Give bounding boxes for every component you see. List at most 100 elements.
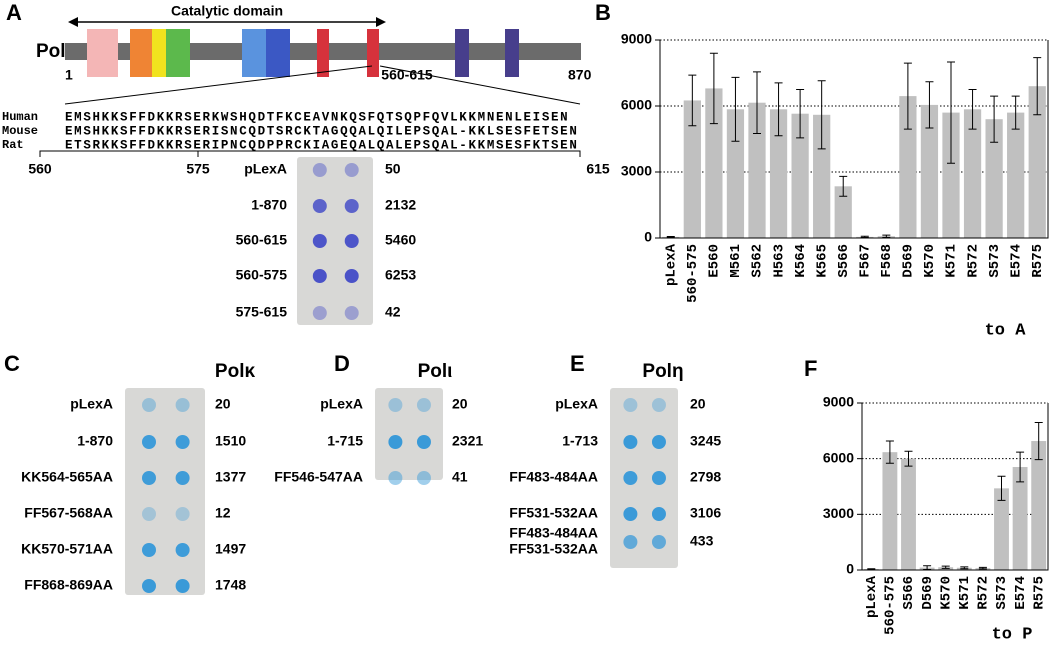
residue: E	[303, 110, 311, 124]
residue: A	[313, 110, 321, 124]
bar	[882, 452, 898, 570]
residue: E	[560, 124, 568, 138]
residue: C	[294, 124, 302, 138]
construct-label: pLexA	[70, 396, 113, 412]
residue: V	[441, 110, 449, 124]
activity-value: 1377	[215, 469, 246, 485]
residue: T	[267, 110, 275, 124]
panel-title: Polη	[642, 361, 683, 382]
x-tick-label: E574	[1008, 244, 1024, 278]
colony-spot	[344, 234, 359, 248]
x-tick-label: S566	[901, 576, 917, 610]
construct-label: KK570-571AA	[21, 541, 113, 557]
construct-label: FF531-532AA	[509, 505, 598, 521]
residue: D	[148, 138, 156, 152]
colony-spot	[416, 398, 431, 412]
x-tick-label: pLexA	[663, 243, 679, 286]
residue: Q	[404, 110, 412, 124]
error-bar	[796, 89, 805, 139]
residue: Q	[248, 110, 256, 124]
residue: Q	[349, 124, 357, 138]
error-bar	[960, 566, 969, 570]
bar	[683, 100, 701, 239]
species-label: Mouse	[2, 124, 38, 138]
domains	[87, 29, 519, 77]
residue: A	[441, 138, 449, 152]
x-tick-label: R575	[1031, 576, 1047, 610]
residue: M	[74, 124, 82, 138]
residue: Q	[349, 138, 357, 152]
activity-value: 2132	[385, 197, 416, 213]
bar	[748, 102, 766, 238]
residue: K	[157, 138, 165, 152]
zoom-lines	[64, 65, 581, 105]
colony-spot	[388, 435, 403, 449]
colony-spot	[416, 435, 431, 449]
position-label: 575	[186, 161, 210, 177]
x-tick-label: R572	[976, 576, 992, 610]
y-tick-label: 6000	[823, 449, 854, 465]
residue: F	[129, 110, 137, 124]
residue: Q	[377, 124, 385, 138]
residue: P	[413, 124, 421, 138]
x-tick-label: M561	[728, 244, 744, 278]
y-tick-label: 6000	[621, 97, 652, 113]
error-bar	[882, 234, 891, 238]
activity-value: 42	[385, 304, 401, 320]
residue: K	[166, 110, 174, 124]
x-tick-label: K571	[957, 576, 973, 610]
residue: A	[322, 124, 330, 138]
x-tick-label: E560	[707, 244, 723, 278]
residue: K	[157, 110, 165, 124]
residue: N	[505, 110, 513, 124]
residue: H	[93, 124, 101, 138]
residue: E	[404, 124, 412, 138]
residue: I	[313, 138, 321, 152]
bar	[963, 109, 982, 238]
residue: L	[487, 124, 495, 138]
residue: R	[203, 110, 211, 124]
colony-spot	[344, 306, 359, 320]
residue: D	[148, 110, 156, 124]
x-tick-label: S573	[994, 576, 1010, 610]
error-bar	[731, 76, 740, 142]
axes	[659, 40, 1049, 239]
colony-spot	[416, 471, 431, 485]
residue: K	[102, 124, 110, 138]
bar	[726, 109, 745, 238]
activity-value: 6253	[385, 267, 416, 283]
residue: A	[358, 138, 366, 152]
construct-label: 1-870	[77, 433, 113, 449]
x-tick-label: F568	[879, 244, 895, 278]
colony-spot	[175, 398, 190, 412]
colony-spot	[175, 507, 190, 521]
error-bar	[666, 235, 675, 238]
residue: A	[441, 124, 449, 138]
activity-value: 2798	[690, 469, 721, 485]
construct-label: KK564-565AA	[21, 469, 113, 485]
bar	[901, 458, 916, 570]
colony-spot	[651, 535, 666, 549]
error-bar	[1034, 421, 1043, 461]
residue: N	[230, 138, 238, 152]
colony-spot	[142, 471, 156, 485]
residue: E	[65, 124, 73, 138]
residue: N	[560, 110, 568, 124]
activity-value: 20	[690, 396, 706, 412]
residue: K	[468, 124, 476, 138]
residue: S	[514, 124, 522, 138]
residue: C	[294, 138, 302, 152]
residue: E	[505, 138, 513, 152]
activity-value: 2321	[452, 433, 483, 449]
colony-spot	[344, 199, 359, 213]
residue: E	[65, 138, 73, 152]
colony-spot	[651, 507, 666, 521]
residue: S	[83, 138, 91, 152]
residue: N	[331, 110, 339, 124]
colony-spot	[142, 543, 156, 557]
x-tick-label: R572	[965, 244, 981, 278]
error-bar	[774, 82, 783, 137]
assay-plate	[125, 388, 205, 595]
residue: D	[258, 110, 266, 124]
